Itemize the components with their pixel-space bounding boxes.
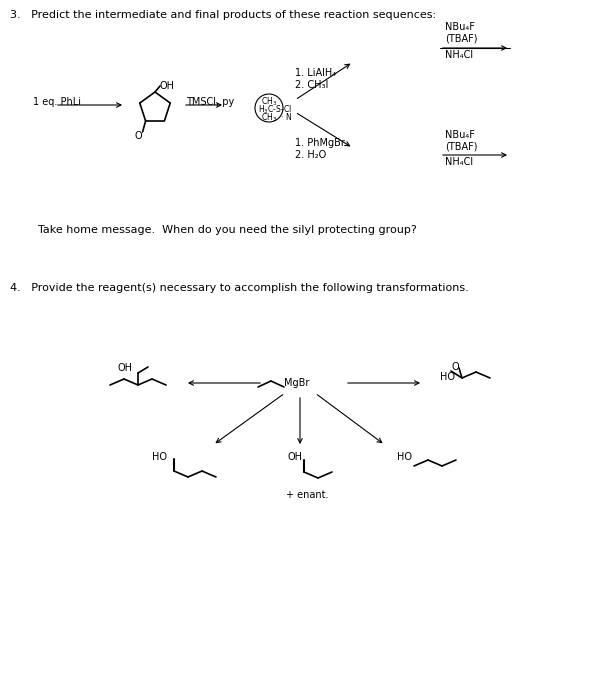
Text: OH: OH: [118, 363, 133, 373]
Text: HO: HO: [440, 372, 455, 382]
Text: O: O: [452, 362, 459, 372]
Text: OH: OH: [160, 81, 175, 91]
Text: NH₄Cl: NH₄Cl: [445, 50, 473, 60]
Text: O: O: [135, 131, 143, 141]
Text: 1. LiAlH₄
2. CH₃I: 1. LiAlH₄ 2. CH₃I: [295, 68, 336, 90]
Text: 4.   Provide the reagent(s) necessary to accomplish the following transformation: 4. Provide the reagent(s) necessary to a…: [10, 283, 469, 293]
Text: H$_3$C-S-Cl: H$_3$C-S-Cl: [258, 103, 292, 116]
Text: CH$_3$  · N: CH$_3$ · N: [261, 111, 293, 123]
Text: + enant.: + enant.: [286, 490, 328, 500]
Text: OH: OH: [288, 452, 303, 462]
Text: CH$_3$: CH$_3$: [261, 95, 277, 108]
Text: TMSCl, py: TMSCl, py: [186, 97, 234, 107]
Text: NBu₄F
(TBAF): NBu₄F (TBAF): [445, 22, 478, 43]
Text: 1. PhMgBr
2. H₂O: 1. PhMgBr 2. H₂O: [295, 138, 345, 160]
Text: HO: HO: [397, 452, 412, 462]
Text: NH₄Cl: NH₄Cl: [445, 157, 473, 167]
Text: HO: HO: [152, 452, 167, 462]
Text: Take home message.  When do you need the silyl protecting group?: Take home message. When do you need the …: [38, 225, 417, 235]
Text: MgBr: MgBr: [284, 378, 310, 388]
Text: NBu₄F
(TBAF): NBu₄F (TBAF): [445, 130, 478, 152]
Text: 1 eq. PhLi: 1 eq. PhLi: [33, 97, 81, 107]
Text: 3.   Predict the intermediate and final products of these reaction sequences:: 3. Predict the intermediate and final pr…: [10, 10, 436, 20]
